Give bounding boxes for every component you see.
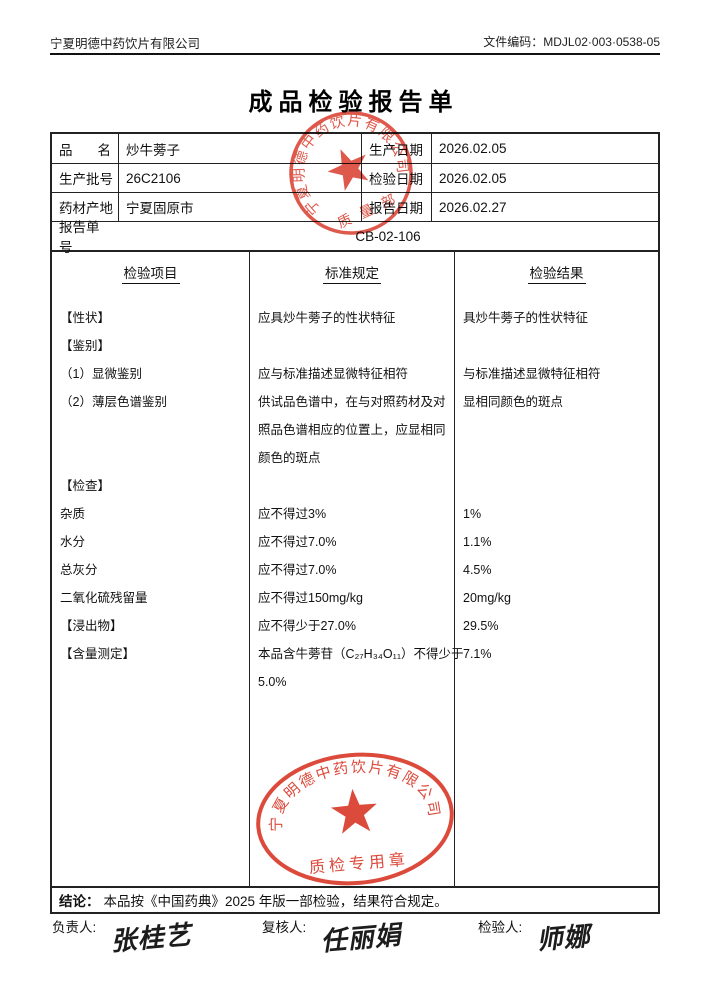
standard-line: 应与标准描述显微特征相符 — [258, 367, 409, 381]
result-line: 具炒牛蒡子的性状特征 — [463, 311, 589, 325]
standard-line: 供试品色谱中，在与对照药材及对 — [258, 395, 446, 409]
standard-line: 本品含牛蒡苷（C₂₇H₃₄O₁₁）不得少于 — [258, 647, 464, 661]
info-row-report-no: 报告单号 CB-02-106 — [52, 220, 658, 255]
result-line: 与标准描述显微特征相符 — [463, 367, 601, 381]
signature-row: 负责人: 张桂艺 复核人: 任丽娟 检验人: 师娜 — [50, 914, 660, 974]
document-code-label: 文件编码： — [483, 35, 544, 49]
standard-line: 应不得少于27.0% — [258, 619, 356, 633]
inspection-items-column: 检验项目 【性状】 【鉴别】 （1）显微鉴别 （2）薄层色谱鉴别 【检查】 杂质… — [52, 252, 249, 886]
results-column: 检验结果 具炒牛蒡子的性状特征 与标准描述显微特征相符 显相同颜色的斑点 1% … — [454, 252, 658, 886]
result-line: 7.1% — [463, 647, 492, 661]
standard-line: 应不得过3% — [258, 507, 327, 521]
report-date-label: 报告日期 — [361, 193, 431, 221]
result-line: 4.5% — [463, 563, 492, 577]
responsible-person-signature: 张桂艺 — [109, 920, 194, 958]
result-line: 1.1% — [463, 535, 492, 549]
standard-line: 应不得过7.0% — [258, 535, 337, 549]
inspector-label: 检验人: — [478, 920, 523, 935]
standard-line: 5.0% — [258, 675, 287, 689]
standard-line: 颜色的斑点 — [258, 451, 321, 465]
standard-line — [250, 472, 454, 500]
origin-value: 宁夏固原市 — [118, 193, 361, 221]
item-line: 【检查】 — [60, 479, 111, 493]
item-line: 杂质 — [60, 507, 86, 521]
result-line — [455, 472, 658, 500]
reviewer-label: 复核人: — [262, 920, 307, 935]
reviewer: 复核人: 任丽娟 — [262, 914, 403, 957]
item-line — [52, 416, 249, 444]
result-line: 1% — [463, 507, 482, 521]
origin-label: 药材产地 — [59, 201, 113, 216]
info-table: 品名 炒牛蒡子 生产日期 2026.02.05 生产批号 26C2106 检验日… — [50, 132, 660, 255]
standard-line: 应具炒牛蒡子的性状特征 — [258, 311, 396, 325]
result-line — [455, 332, 658, 360]
item-line: 二氧化硫残留量 — [60, 591, 148, 605]
report-date-value: 2026.02.27 — [431, 193, 658, 221]
page-title: 成品检验报告单 — [248, 89, 459, 116]
result-line: 20mg/kg — [463, 591, 511, 605]
info-row-batch: 生产批号 26C2106 检验日期 2026.02.05 — [52, 163, 658, 192]
item-line — [52, 444, 249, 472]
item-line: 【浸出物】 — [60, 619, 123, 633]
inspection-table: 检验项目 【性状】 【鉴别】 （1）显微鉴别 （2）薄层色谱鉴别 【检查】 杂质… — [50, 252, 660, 888]
standard-line: 照品色谱相应的位置上，应显相同 — [258, 423, 446, 437]
result-line — [455, 416, 658, 444]
reviewer-signature: 任丽娟 — [319, 920, 404, 958]
batch-number-label: 生产批号 — [59, 172, 113, 187]
result-line: 29.5% — [463, 619, 499, 633]
conclusion-text: 本品按《中国药典》2025 年版一部检验，结果符合规定。 — [103, 894, 448, 909]
document-code-value: MDJL02·003·0538-05 — [543, 35, 660, 49]
item-line: 【鉴别】 — [60, 339, 111, 353]
info-row-origin: 药材产地 宁夏固原市 报告日期 2026.02.27 — [52, 192, 658, 221]
responsible-person-label: 负责人: — [52, 920, 97, 935]
standard-line: 应不得过150mg/kg — [258, 591, 363, 605]
standard-line: 应不得过7.0% — [258, 563, 337, 577]
item-line: （1）显微鉴别 — [60, 367, 142, 381]
conclusion-label: 结论： — [59, 894, 100, 909]
item-line: 【性状】 — [60, 311, 111, 325]
inspection-date-label: 检验日期 — [361, 164, 431, 192]
batch-number-value: 26C2106 — [118, 164, 361, 192]
standard-line — [250, 332, 454, 360]
report-number-label: 报告单号 — [59, 220, 100, 255]
item-line: 总灰分 — [60, 563, 98, 577]
result-line — [455, 444, 658, 472]
items-column-header: 检验项目 — [121, 262, 180, 284]
report-number-value: CB-02-106 — [355, 228, 421, 244]
result-line: 显相同颜色的斑点 — [463, 395, 564, 409]
production-date-label: 生产日期 — [361, 134, 431, 163]
header-rule — [50, 53, 660, 55]
info-row-product: 品名 炒牛蒡子 生产日期 2026.02.05 — [52, 134, 658, 163]
standards-column-header: 标准规定 — [323, 262, 381, 284]
inspection-date-value: 2026.02.05 — [431, 164, 658, 192]
product-name-label: 品名 — [59, 142, 111, 158]
item-line: 水分 — [60, 535, 86, 549]
item-line: （2）薄层色谱鉴别 — [60, 395, 167, 409]
product-name-value: 炒牛蒡子 — [118, 134, 361, 163]
item-line: 【含量测定】 — [60, 647, 136, 661]
results-column-header: 检验结果 — [527, 262, 586, 284]
company-name: 宁夏明德中药饮片有限公司 — [50, 37, 201, 51]
document-code: 文件编码：MDJL02·003·0538-05 — [483, 33, 660, 50]
inspector: 检验人: 师娜 — [478, 914, 592, 956]
standards-column: 标准规定 应具炒牛蒡子的性状特征 应与标准描述显微特征相符 供试品色谱中，在与对… — [249, 252, 464, 886]
conclusion-row: 结论： 本品按《中国药典》2025 年版一部检验，结果符合规定。 — [50, 888, 660, 914]
production-date-value: 2026.02.05 — [431, 134, 658, 163]
inspector-signature: 师娜 — [535, 921, 593, 957]
responsible-person: 负责人: 张桂艺 — [52, 914, 193, 957]
